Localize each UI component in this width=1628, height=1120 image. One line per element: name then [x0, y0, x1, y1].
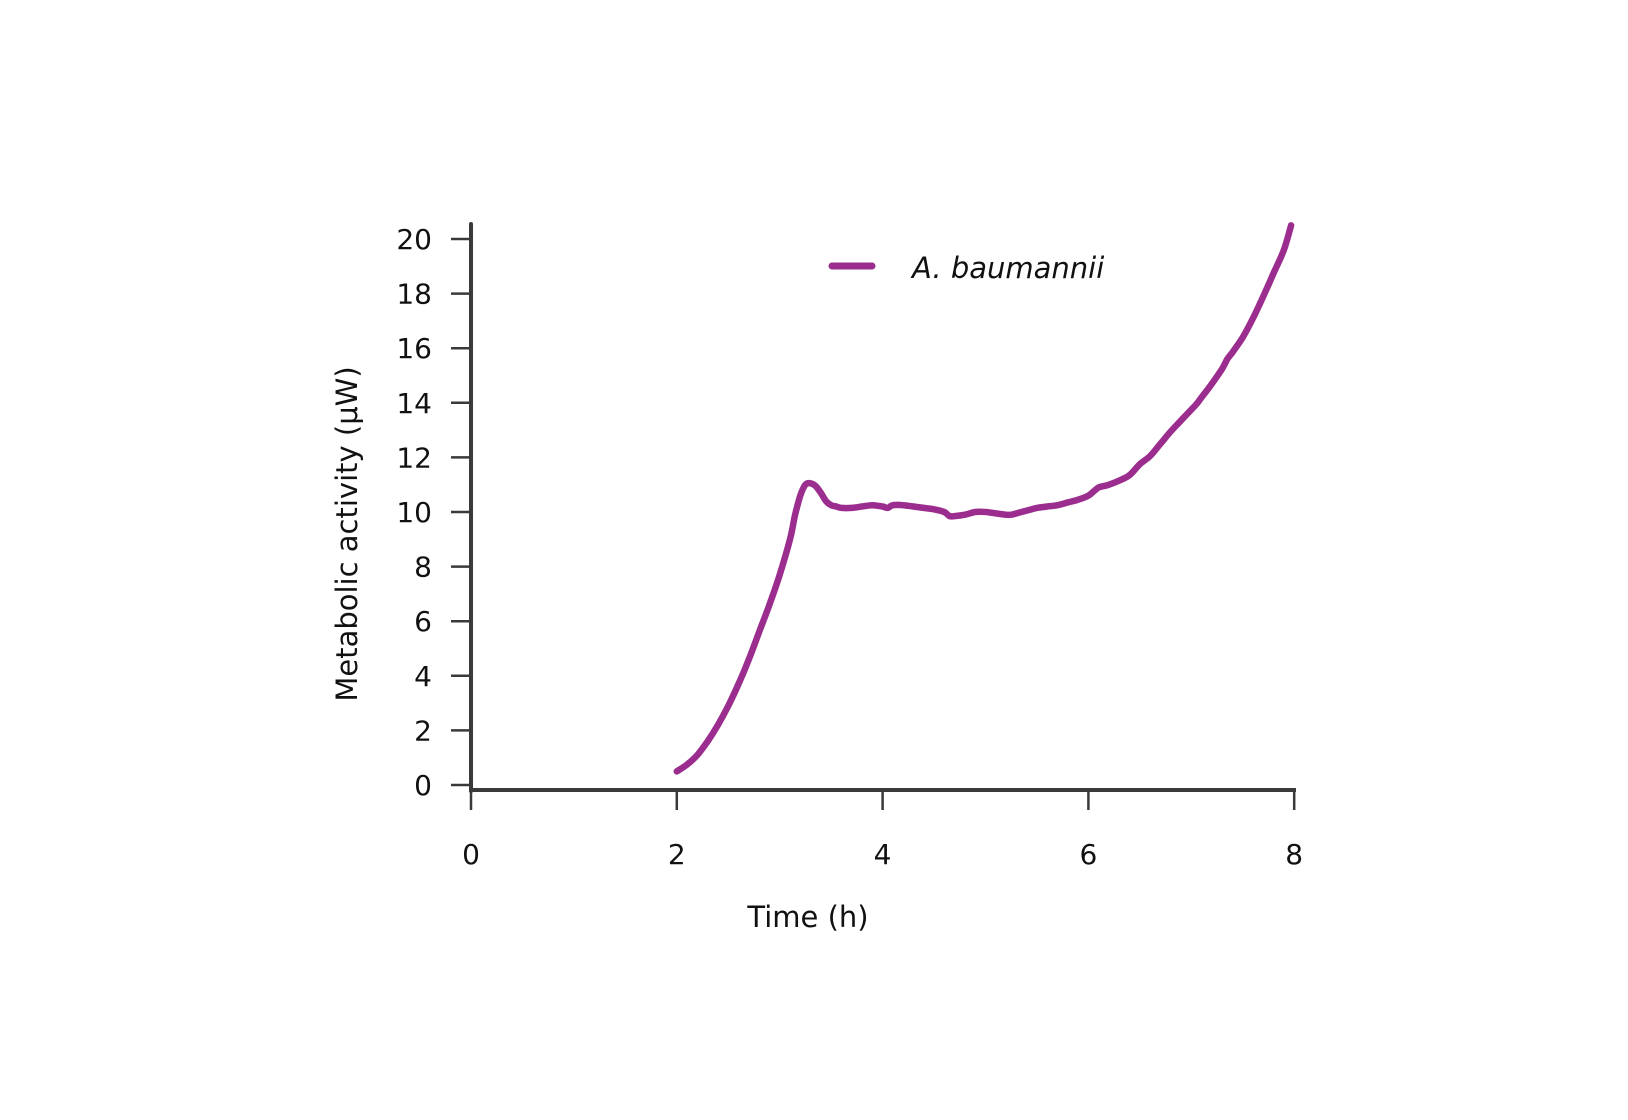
y-axis-ticks: 0 2 4 6 8 10 12 14 16 18 20 [396, 223, 471, 802]
x-tick-label: 6 [1079, 838, 1097, 871]
y-tick-label: 18 [396, 278, 432, 311]
series-line-a-baumannii [673, 222, 1295, 775]
x-tick-label: 0 [462, 838, 480, 871]
y-tick-label: 14 [396, 387, 432, 420]
y-tick-label: 4 [414, 660, 432, 693]
x-tick-label: 8 [1285, 838, 1303, 871]
x-tick-label: 2 [668, 838, 686, 871]
y-axis-title: Metabolic activity (μW) [330, 366, 364, 701]
y-tick-label: 8 [414, 551, 432, 584]
y-tick-label: 12 [396, 441, 432, 474]
x-axis-ticks: 0 2 4 6 8 [462, 790, 1303, 871]
legend: A. baumannii [828, 251, 1104, 285]
legend-label: A. baumannii [910, 251, 1104, 285]
y-tick-label: 16 [396, 332, 432, 365]
x-axis-title: Time (h) [746, 900, 868, 934]
y-tick-label: 20 [396, 223, 432, 256]
x-tick-label: 4 [874, 838, 892, 871]
y-tick-label: 6 [414, 605, 432, 638]
y-tick-label: 0 [414, 769, 432, 802]
y-tick-label: 10 [396, 496, 432, 529]
y-tick-label: 2 [414, 714, 432, 747]
